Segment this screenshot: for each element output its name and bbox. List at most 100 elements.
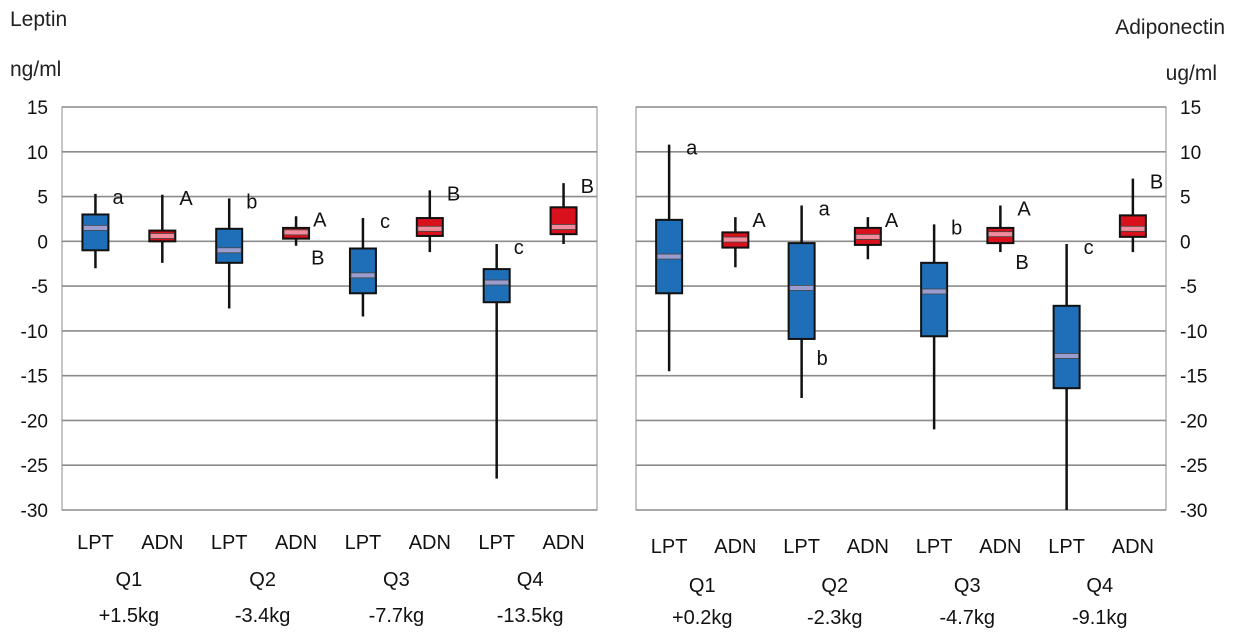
median-marker bbox=[921, 288, 947, 295]
median-marker bbox=[216, 247, 242, 254]
x-category-label: ADN bbox=[979, 536, 1021, 558]
significance-letter: B bbox=[1150, 172, 1163, 194]
y-tick-label: -25 bbox=[1180, 456, 1207, 477]
y-tick-label: 15 bbox=[27, 98, 48, 119]
x-category-label: LPT bbox=[916, 536, 953, 558]
y-tick-label: -15 bbox=[21, 367, 48, 388]
significance-letter: B bbox=[1015, 252, 1028, 274]
median-marker bbox=[83, 224, 108, 231]
x-category-label: ADN bbox=[714, 536, 756, 558]
y-tick-label: 5 bbox=[1180, 188, 1191, 209]
group-label: Q1 bbox=[689, 575, 716, 597]
significance-letter: b bbox=[951, 217, 962, 239]
x-category-label: ADN bbox=[275, 532, 317, 554]
weight-change-label: -3.4kg bbox=[235, 605, 291, 627]
y-tick-label: 0 bbox=[1180, 232, 1191, 253]
median-marker bbox=[1120, 225, 1146, 232]
median-marker bbox=[283, 229, 309, 236]
significance-letter: b bbox=[817, 348, 828, 370]
plot-area-frame bbox=[635, 106, 1167, 511]
significance-letter: c bbox=[514, 237, 524, 259]
median-marker bbox=[855, 233, 881, 240]
x-category-label: ADN bbox=[847, 536, 889, 558]
median-marker bbox=[484, 279, 510, 286]
significance-letter: a bbox=[819, 199, 831, 221]
box-lpt bbox=[81, 213, 110, 252]
median-marker bbox=[722, 236, 748, 243]
x-category-label: ADN bbox=[409, 532, 451, 554]
significance-letter: B bbox=[447, 183, 460, 205]
significance-letter: A bbox=[1017, 199, 1031, 221]
x-category-label: LPT bbox=[651, 536, 688, 558]
weight-change-label: -7.7kg bbox=[369, 605, 425, 627]
weight-change-label: +0.2kg bbox=[672, 607, 733, 629]
x-category-label: LPT bbox=[77, 532, 114, 554]
box-lpt bbox=[787, 242, 816, 340]
box-lpt bbox=[482, 268, 511, 304]
group-label: Q2 bbox=[249, 569, 276, 591]
y-tick-label: 0 bbox=[37, 232, 48, 253]
x-category-label: LPT bbox=[345, 532, 382, 554]
y-tick-label: 15 bbox=[1180, 98, 1201, 119]
median-marker bbox=[350, 272, 376, 279]
significance-letter: a bbox=[112, 187, 124, 209]
significance-letter: A bbox=[752, 210, 766, 232]
significance-letter: A bbox=[179, 188, 193, 210]
group-label: Q3 bbox=[383, 569, 410, 591]
plot-area-frame bbox=[61, 106, 598, 511]
leptin-unit-label: ng/ml bbox=[10, 58, 62, 81]
y-tick-label: -15 bbox=[1180, 367, 1207, 388]
x-category-label: LPT bbox=[783, 536, 820, 558]
median-marker bbox=[656, 253, 682, 260]
significance-letter: a bbox=[686, 138, 698, 160]
weight-change-label: -9.1kg bbox=[1072, 607, 1128, 629]
median-marker bbox=[551, 224, 576, 230]
significance-letter: A bbox=[885, 210, 899, 232]
y-tick-label: -5 bbox=[1180, 277, 1197, 298]
adiponectin-title: Adiponectin bbox=[1115, 16, 1225, 39]
median-marker bbox=[987, 231, 1013, 238]
chart-panel-leptin: 15 10 5 0 -5 -10 -15 -20 -25 -30 a LPT A ADN Q1 +1.5kg b… bbox=[21, 98, 598, 627]
y-tick-label: -10 bbox=[1180, 322, 1207, 343]
box-lpt bbox=[348, 247, 377, 295]
median-marker bbox=[789, 285, 815, 291]
x-category-label: ADN bbox=[1112, 536, 1154, 558]
significance-letter: A bbox=[313, 209, 327, 231]
box-adn bbox=[549, 206, 578, 236]
y-tick-label: -30 bbox=[21, 501, 48, 522]
y-tick-label: -20 bbox=[1180, 411, 1207, 432]
group-label: Q3 bbox=[954, 575, 981, 597]
group-label: Q1 bbox=[116, 569, 143, 591]
box-lpt bbox=[1052, 304, 1081, 390]
significance-letter: B bbox=[311, 248, 324, 270]
weight-change-label: -2.3kg bbox=[807, 607, 863, 629]
group-label: Q4 bbox=[1086, 575, 1113, 597]
median-marker bbox=[149, 233, 175, 239]
chart-panel-adiponectin: 15 10 5 0 -5 -10 -15 -20 -25 -30 a LPT A ADN Q1 +0.2kg a… bbox=[635, 98, 1207, 629]
box-lpt bbox=[215, 227, 244, 264]
weight-change-label: -13.5kg bbox=[497, 605, 564, 627]
y-tick-label: 10 bbox=[27, 143, 48, 164]
box-lpt bbox=[920, 261, 949, 338]
y-tick-label: 5 bbox=[37, 188, 48, 209]
x-category-label: ADN bbox=[141, 532, 183, 554]
group-label: Q4 bbox=[517, 569, 544, 591]
median-marker bbox=[417, 225, 443, 232]
x-category-label: LPT bbox=[211, 532, 248, 554]
leptin-title: Leptin bbox=[10, 8, 68, 31]
significance-letter: B bbox=[581, 176, 594, 198]
x-category-label: LPT bbox=[1048, 536, 1085, 558]
median-marker bbox=[1054, 353, 1080, 359]
y-tick-label: -25 bbox=[21, 456, 48, 477]
adiponectin-unit-label: ug/ml bbox=[1165, 62, 1217, 85]
y-tick-label: 10 bbox=[1180, 143, 1201, 164]
y-tick-label: -5 bbox=[31, 277, 48, 298]
significance-letter: b bbox=[246, 191, 257, 213]
weight-change-label: -4.7kg bbox=[939, 607, 995, 629]
x-category-label: LPT bbox=[478, 532, 515, 554]
group-label: Q2 bbox=[821, 575, 848, 597]
x-category-label: ADN bbox=[542, 532, 584, 554]
significance-letter: c bbox=[1084, 237, 1094, 259]
weight-change-label: +1.5kg bbox=[99, 605, 160, 627]
